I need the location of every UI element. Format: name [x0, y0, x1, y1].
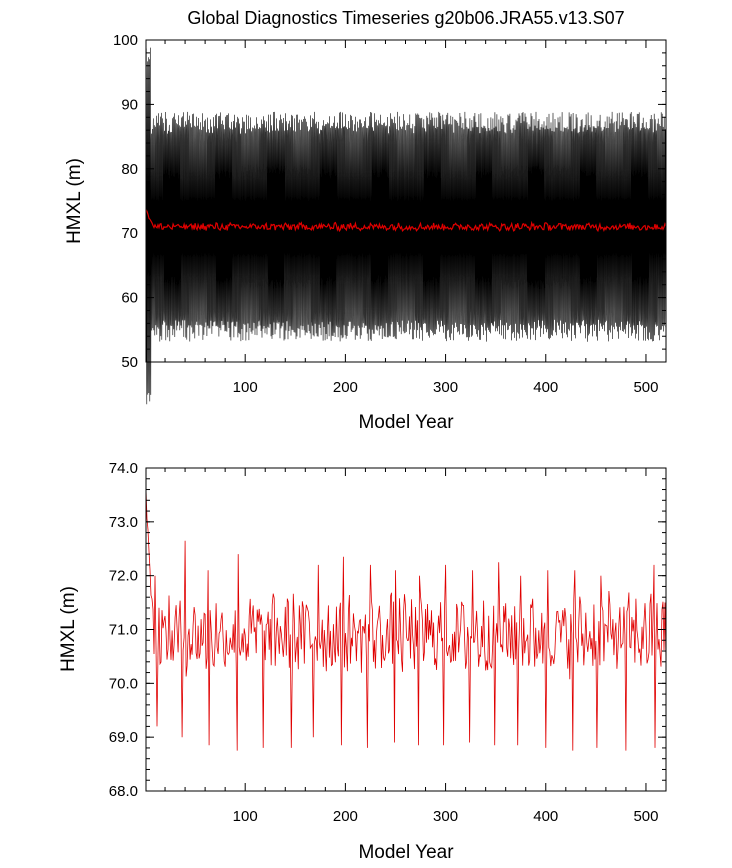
bottom-x-tick-label: 400 — [533, 808, 558, 825]
top-y-tick-label: 50 — [121, 354, 138, 371]
bottom-y-tick-label: 74.0 — [109, 460, 138, 477]
top-x-tick-label: 200 — [333, 379, 358, 396]
top-y-tick-label: 100 — [113, 32, 138, 49]
bottom-y-tick-label: 70.0 — [109, 675, 138, 692]
top-x-tick-label: 400 — [533, 379, 558, 396]
top-x-axis-label: Model Year — [358, 412, 454, 433]
top-y-tick-label: 80 — [121, 161, 138, 178]
top-x-tick-label: 500 — [633, 379, 658, 396]
bottom-x-tick-label: 100 — [233, 808, 258, 825]
top-y-axis-label: HMXL (m) — [64, 158, 85, 244]
bottom-x-axis-label: Model Year — [358, 842, 454, 863]
top-series-annual-mean — [145, 209, 667, 233]
top-x-tick-label: 300 — [433, 379, 458, 396]
bottom-y-tick-label: 68.0 — [109, 783, 138, 800]
top-plot-frame — [145, 39, 667, 363]
bottom-x-tick-label: 500 — [633, 808, 658, 825]
bottom-x-tick-label: 200 — [333, 808, 358, 825]
top-x-tick-label: 100 — [233, 379, 258, 396]
bottom-y-tick-label: 72.0 — [109, 568, 138, 585]
top-y-tick-label: 60 — [121, 290, 138, 307]
top-series-monthly — [145, 47, 667, 405]
top-y-tick-label: 90 — [121, 96, 138, 113]
top-y-tick-label: 70 — [121, 225, 138, 242]
bottom-y-tick-label: 69.0 — [109, 729, 138, 746]
bottom-panel: 100 200 300 400 500 68.0 69.0 70.0 71.0 72.0 73.0 7… — [58, 460, 667, 863]
bottom-y-tick-label: 71.0 — [109, 622, 138, 639]
bottom-x-tick-label: 300 — [433, 808, 458, 825]
bottom-y-tick-label: 73.0 — [109, 514, 138, 531]
figure-title: Global Diagnostics Timeseries g20b06.JRA… — [187, 8, 624, 28]
bottom-series-annual-mean — [145, 488, 667, 751]
bottom-y-axis-label: HMXL (m) — [58, 586, 79, 672]
